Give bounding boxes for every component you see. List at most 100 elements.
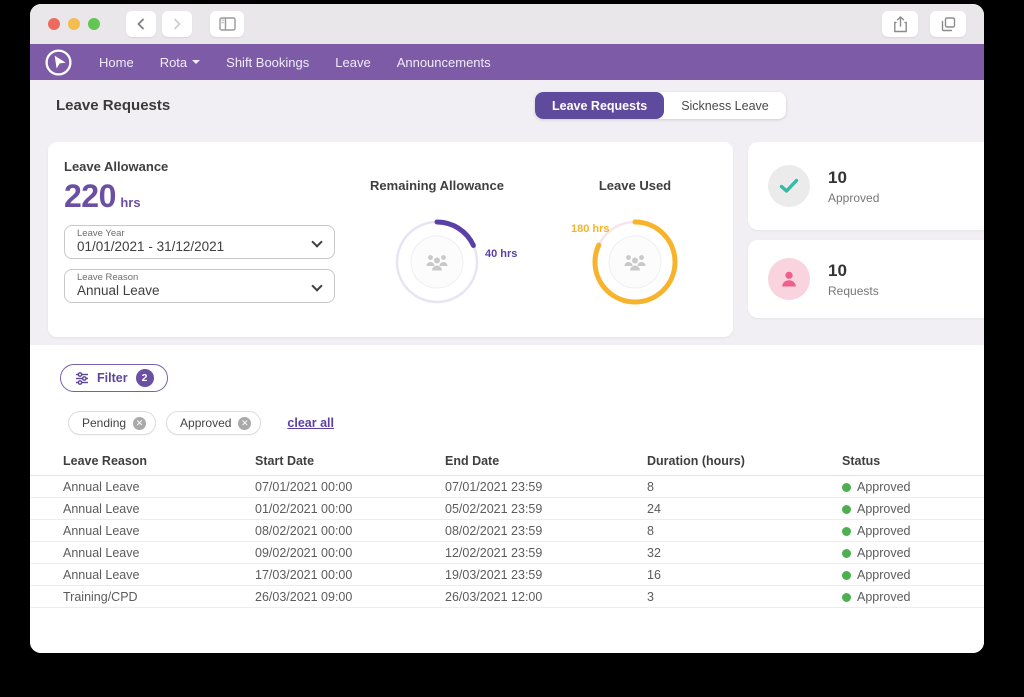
- select-value: 01/01/2021 - 31/12/2021: [77, 239, 225, 254]
- cell-end-date: 05/02/2021 23:59: [445, 497, 647, 520]
- cell-duration: 8: [647, 519, 842, 542]
- column-header-duration[interactable]: Duration (hours): [647, 450, 842, 476]
- approved-summary-card: 10 Approved: [748, 142, 984, 230]
- app-window: Home Rota Shift Bookings Leave Announcem…: [30, 4, 984, 653]
- leave-tabs: Leave Requests Sickness Leave: [535, 92, 786, 119]
- filter-chip-pending[interactable]: Pending ✕: [68, 411, 157, 435]
- sidebar-icon: [218, 17, 236, 31]
- nav-item-home[interactable]: Home: [99, 55, 134, 70]
- status-badge: Approved: [857, 479, 911, 494]
- requests-count: 10: [828, 260, 847, 280]
- table-row[interactable]: Training/CPD 26/03/2021 09:00 26/03/2021…: [30, 585, 984, 608]
- zoom-window-button[interactable]: [88, 18, 100, 30]
- nav-item-shift-bookings[interactable]: Shift Bookings: [226, 55, 309, 70]
- status-badge: Approved: [857, 567, 911, 582]
- cell-start-date: 17/03/2021 00:00: [255, 563, 445, 586]
- nav-item-label: Home: [99, 54, 134, 70]
- cell-start-date: 08/02/2021 00:00: [255, 519, 445, 542]
- requests-label: Requests: [828, 283, 879, 298]
- remove-chip-icon[interactable]: ✕: [133, 416, 147, 430]
- forward-button[interactable]: [162, 11, 192, 37]
- cell-duration: 16: [647, 563, 842, 586]
- share-button[interactable]: [882, 11, 918, 37]
- select-label: Leave Reason: [77, 272, 139, 283]
- nav-item-label: Announcements: [396, 54, 491, 70]
- tabs-overview-button[interactable]: [930, 11, 966, 37]
- leave-used-gauge: Leave Used 180 hrs: [555, 178, 715, 318]
- donut-chart: [394, 219, 480, 305]
- select-value: Annual Leave: [77, 283, 160, 298]
- app-navbar: Home Rota Shift Bookings Leave Announcem…: [30, 44, 984, 80]
- approved-label: Approved: [828, 190, 880, 205]
- nav-item-label: Rota: [159, 54, 188, 70]
- remaining-allowance-gauge: Remaining Allowance 40 hr: [357, 178, 517, 318]
- status-dot-icon: [842, 526, 851, 536]
- requests-summary-card: 10 Requests: [748, 240, 984, 318]
- cell-status: Approved: [842, 541, 984, 564]
- table-row[interactable]: Annual Leave 08/02/2021 00:00 08/02/2021…: [30, 519, 984, 542]
- brand-logo[interactable]: [44, 48, 73, 77]
- column-header-end-date[interactable]: End Date: [445, 450, 647, 476]
- tab-sickness-leave[interactable]: Sickness Leave: [664, 92, 786, 119]
- filter-button[interactable]: Filter 2: [60, 364, 168, 392]
- cell-leave-reason: Annual Leave: [30, 475, 255, 498]
- minimize-window-button[interactable]: [68, 18, 80, 30]
- cell-end-date: 08/02/2021 23:59: [445, 519, 647, 542]
- table-row[interactable]: Annual Leave 09/02/2021 00:00 12/02/2021…: [30, 541, 984, 564]
- cell-duration: 3: [647, 585, 842, 608]
- status-dot-icon: [842, 548, 851, 558]
- nav-item-rota[interactable]: Rota: [159, 54, 201, 70]
- cell-status: Approved: [842, 519, 984, 542]
- status-dot-icon: [842, 592, 851, 602]
- chip-label: Pending: [82, 416, 127, 430]
- group-people-icon: [426, 255, 448, 271]
- person-icon: [782, 271, 796, 287]
- leave-allowance-card: Leave Allowance 220 hrs Leave Year 01/01…: [48, 142, 733, 337]
- cell-start-date: 01/02/2021 00:00: [255, 497, 445, 520]
- status-dot-icon: [842, 482, 851, 492]
- table-row[interactable]: Annual Leave 01/02/2021 00:00 05/02/2021…: [30, 497, 984, 520]
- allowance-hours: 220: [64, 178, 116, 214]
- filter-chip-approved[interactable]: Approved ✕: [166, 411, 262, 435]
- status-dot-icon: [842, 504, 851, 514]
- group-people-icon: [624, 255, 646, 271]
- donut-chart: [592, 219, 678, 305]
- cell-start-date: 09/02/2021 00:00: [255, 541, 445, 564]
- clear-all-filters-link[interactable]: clear all: [287, 416, 334, 430]
- cell-status: Approved: [842, 475, 984, 498]
- share-icon: [893, 15, 907, 32]
- nav-item-label: Leave: [335, 54, 371, 70]
- dashboard-section: Leave Requests Leave Requests Sickness L…: [30, 80, 984, 345]
- active-filter-chips: Pending ✕ Approved ✕ clear all: [68, 411, 984, 435]
- cell-status: Approved: [842, 563, 984, 586]
- table-row[interactable]: Annual Leave 07/01/2021 00:00 07/01/2021…: [30, 475, 984, 498]
- remove-chip-icon[interactable]: ✕: [238, 416, 252, 430]
- column-header-status[interactable]: Status: [842, 450, 984, 476]
- cell-duration: 24: [647, 497, 842, 520]
- close-window-button[interactable]: [48, 18, 60, 30]
- back-button[interactable]: [126, 11, 156, 37]
- cell-start-date: 26/03/2021 09:00: [255, 585, 445, 608]
- column-header-start-date[interactable]: Start Date: [255, 450, 445, 476]
- leave-reason-select[interactable]: Leave Reason Annual Leave: [64, 269, 335, 303]
- approved-icon-circle: [768, 165, 810, 207]
- leave-year-select[interactable]: Leave Year 01/01/2021 - 31/12/2021: [64, 225, 335, 259]
- cell-leave-reason: Annual Leave: [30, 541, 255, 564]
- gauge-value-label: 40 hrs: [485, 248, 518, 260]
- page-title: Leave Requests: [56, 97, 171, 114]
- cell-end-date: 19/03/2021 23:59: [445, 563, 647, 586]
- cell-duration: 8: [647, 475, 842, 498]
- tab-leave-requests[interactable]: Leave Requests: [535, 92, 665, 119]
- requests-icon-circle: [768, 258, 810, 300]
- nav-item-announcements[interactable]: Announcements: [397, 55, 491, 70]
- chevron-left-icon: [137, 18, 144, 30]
- column-header-leave-reason[interactable]: Leave Reason: [30, 450, 255, 476]
- sidebar-toggle-button[interactable]: [210, 11, 244, 37]
- nav-item-leave[interactable]: Leave: [335, 55, 370, 70]
- allowance-value: 220 hrs: [64, 178, 717, 215]
- cell-end-date: 26/03/2021 12:00: [445, 585, 647, 608]
- table-row[interactable]: Annual Leave 17/03/2021 00:00 19/03/2021…: [30, 563, 984, 586]
- cell-leave-reason: Annual Leave: [30, 519, 255, 542]
- filter-button-label: Filter: [97, 371, 128, 385]
